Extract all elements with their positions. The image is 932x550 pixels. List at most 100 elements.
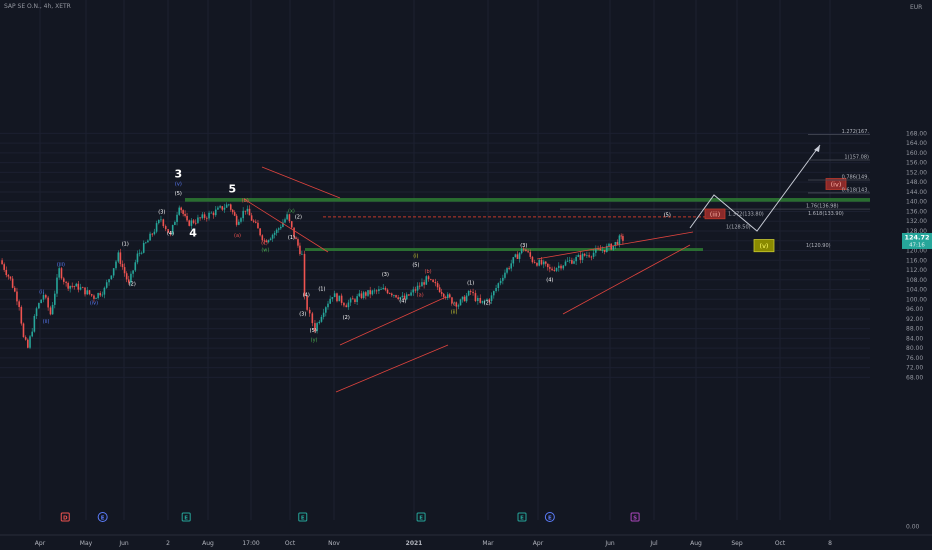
candle-body bbox=[201, 214, 204, 219]
projection-box-yellow: (v) bbox=[753, 239, 775, 253]
price-tick-label: 156.00 bbox=[906, 160, 927, 167]
candle-body bbox=[573, 261, 575, 264]
wave-label: (y) bbox=[311, 338, 318, 344]
price-tick-label: 144.00 bbox=[906, 189, 927, 196]
wave-label: (ii) bbox=[43, 319, 50, 325]
candle-body bbox=[134, 262, 137, 271]
candle-body bbox=[581, 253, 584, 260]
candle-body bbox=[217, 207, 219, 210]
candle-body bbox=[436, 283, 439, 288]
candle-body bbox=[343, 302, 345, 306]
candle-body bbox=[514, 254, 517, 258]
candle-body bbox=[360, 293, 363, 299]
wave-label: (c) bbox=[261, 241, 268, 247]
candle-body bbox=[529, 252, 532, 257]
candle-body bbox=[504, 272, 506, 278]
candle-body bbox=[410, 292, 412, 296]
candle-body bbox=[103, 287, 106, 295]
candle-body bbox=[171, 225, 174, 235]
candle-body bbox=[375, 290, 378, 292]
candle-body bbox=[457, 305, 460, 307]
candle-body bbox=[599, 248, 602, 251]
candle-body bbox=[24, 337, 27, 340]
price-tick-label: 140.00 bbox=[906, 199, 927, 206]
candle-body bbox=[42, 295, 45, 300]
candle-body bbox=[442, 293, 445, 297]
candle-body bbox=[1, 260, 3, 265]
candle-body bbox=[536, 263, 538, 266]
candle-body bbox=[40, 299, 42, 304]
candle-body bbox=[562, 265, 565, 269]
candle-body bbox=[610, 243, 612, 250]
wave-label: (1) bbox=[122, 242, 129, 248]
candle-body bbox=[56, 277, 58, 294]
candle-body bbox=[130, 273, 132, 283]
candle-body bbox=[123, 267, 126, 274]
candle-body bbox=[566, 260, 569, 262]
candle-body bbox=[69, 285, 71, 289]
earnings-event-icon[interactable]: E bbox=[181, 512, 191, 522]
wave-label: (c) bbox=[451, 301, 458, 307]
candle-body bbox=[322, 312, 325, 317]
candle-body bbox=[520, 248, 523, 254]
split-event-icon[interactable]: S bbox=[630, 512, 640, 522]
candle-body bbox=[438, 287, 441, 293]
candle-body bbox=[295, 237, 297, 240]
projection-arrowhead bbox=[814, 145, 820, 152]
candle-body bbox=[453, 302, 455, 304]
candle-body bbox=[271, 234, 274, 239]
candle-body bbox=[231, 209, 234, 213]
candle-body bbox=[518, 253, 521, 259]
candle-body bbox=[208, 212, 210, 219]
fib-label: 1.372(133.80) bbox=[728, 211, 764, 217]
candle-body bbox=[228, 204, 230, 206]
event-marker-letter: E bbox=[548, 516, 552, 522]
candle-body bbox=[95, 298, 97, 299]
earnings-event-icon[interactable]: E bbox=[298, 512, 308, 522]
candle-body bbox=[440, 292, 443, 294]
candle-body bbox=[408, 294, 410, 296]
event-marker-shape bbox=[517, 512, 527, 522]
candle-body bbox=[568, 260, 571, 261]
candle-body bbox=[267, 240, 270, 243]
price-tick-label: 92.00 bbox=[906, 316, 923, 323]
candle-body bbox=[71, 285, 74, 287]
time-tick-label: Nov bbox=[328, 540, 340, 547]
earnings-event-icon[interactable]: E bbox=[97, 512, 108, 522]
candle-body bbox=[97, 293, 99, 299]
candle-body bbox=[618, 235, 621, 245]
candle-body bbox=[393, 295, 395, 296]
dividend-event-icon[interactable]: D bbox=[60, 512, 70, 522]
wave-label: (3) bbox=[158, 209, 165, 215]
candle-body bbox=[483, 300, 486, 302]
wave-label: (b) bbox=[425, 269, 432, 275]
candle-body bbox=[592, 252, 595, 257]
earnings-event-icon[interactable]: E bbox=[544, 512, 555, 522]
candle-body bbox=[299, 245, 301, 255]
price-tick-label: 136.00 bbox=[906, 208, 927, 215]
candle-body bbox=[527, 251, 529, 253]
candle-body bbox=[612, 245, 615, 250]
candle-body bbox=[206, 217, 208, 219]
candle-body bbox=[269, 238, 272, 241]
candle-body bbox=[147, 240, 149, 243]
price-axis: 168.00 164.00 160.00 156.00 152.00 148.00 144.… bbox=[906, 130, 927, 530]
candle-body bbox=[180, 207, 182, 211]
wave-label: (3) bbox=[382, 272, 389, 278]
event-marker-letter: E bbox=[184, 516, 188, 522]
earnings-event-icon[interactable]: E bbox=[517, 512, 527, 522]
earnings-event-icon[interactable]: E bbox=[416, 512, 426, 522]
candle-body bbox=[117, 252, 120, 262]
candle-body bbox=[282, 222, 284, 227]
candle-body bbox=[463, 296, 466, 302]
candle-body bbox=[164, 226, 167, 230]
candle-body bbox=[225, 204, 228, 208]
wave-label: 4 bbox=[189, 226, 197, 239]
candle-body bbox=[58, 268, 60, 278]
projection-box-red: (iii) bbox=[704, 208, 726, 220]
candle-body bbox=[373, 290, 376, 292]
candle-body bbox=[242, 210, 244, 219]
support-zone bbox=[305, 248, 703, 251]
candle-body bbox=[18, 301, 20, 307]
